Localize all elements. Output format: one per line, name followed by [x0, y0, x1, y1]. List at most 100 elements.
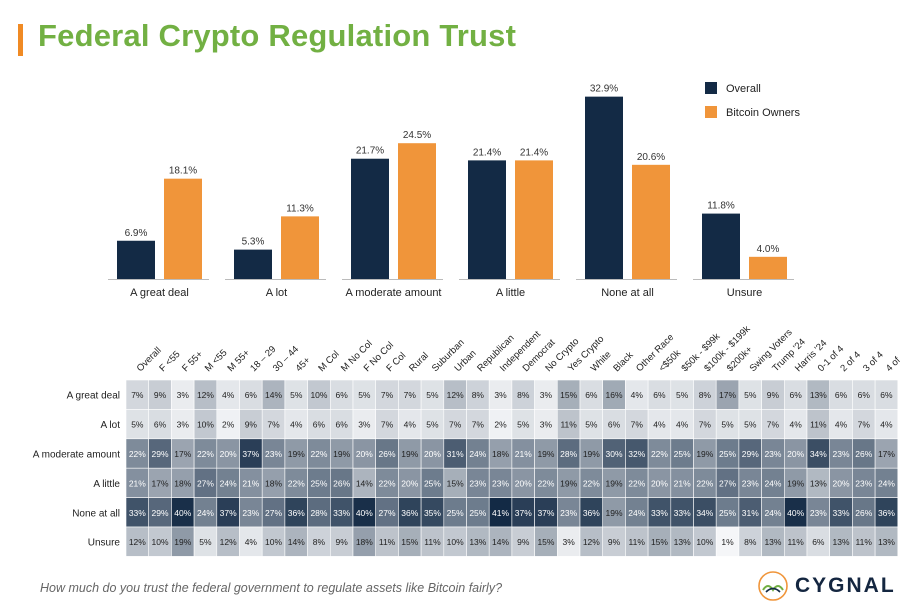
heat-cell-value: 24% [469, 449, 486, 459]
heat-cell-value: 7% [381, 420, 394, 430]
heat-cell-value: 10% [447, 537, 464, 547]
heat-cell-value: 4% [245, 537, 258, 547]
heat-cell-value: 28% [560, 449, 577, 459]
heat-cell-value: 6% [336, 390, 349, 400]
heat-cell-value: 19% [401, 449, 418, 459]
heat-cell-value: 6% [608, 420, 621, 430]
heat-cell-value: 19% [606, 508, 623, 518]
heat-cell-value: 3% [177, 420, 190, 430]
category-label: Unsure [727, 287, 762, 299]
row-label: A great deal [67, 391, 120, 402]
heat-cell-value: 29% [152, 449, 169, 459]
heat-cell-value: 18% [174, 478, 191, 488]
heat-cell-value: 2% [222, 420, 235, 430]
heat-cell-value: 11% [629, 537, 646, 547]
heat-cell-value: 5% [426, 420, 439, 430]
heat-cell-value: 33% [333, 508, 350, 518]
heat-cell-value: 8% [517, 390, 530, 400]
heat-cell-value: 25% [424, 478, 441, 488]
heat-cell-value: 22% [651, 449, 668, 459]
bar-value-label: 18.1% [169, 166, 197, 177]
heat-cell-value: 27% [265, 508, 282, 518]
heat-cell-value: 12% [129, 537, 146, 547]
heat-cell-value: 10% [310, 390, 327, 400]
heat-cell-value: 20% [424, 449, 441, 459]
heat-cell-value: 40% [356, 508, 373, 518]
heat-cell-value: 22% [379, 478, 396, 488]
bar-value-label: 20.6% [637, 152, 665, 163]
heat-cell-value: 9% [336, 537, 349, 547]
heat-cell-value: 4% [835, 420, 848, 430]
heat-cell-value: 5% [744, 420, 757, 430]
heat-cell-value: 23% [810, 508, 827, 518]
heat-cell-value: 34% [696, 508, 713, 518]
heat-cell-value: 5% [676, 390, 689, 400]
heat-cell-value: 14% [356, 478, 373, 488]
heat-cell-value: 14% [265, 390, 282, 400]
row-label: A moderate amount [33, 450, 120, 461]
heat-cell-value: 30% [606, 449, 623, 459]
bar-value-label: 4.0% [757, 244, 780, 255]
heat-cell-value: 5% [517, 420, 530, 430]
heat-cell-value: 4% [880, 420, 893, 430]
heat-cell-value: 22% [696, 478, 713, 488]
heat-cell-value: 36% [583, 508, 600, 518]
heat-cell-value: 22% [129, 449, 146, 459]
heat-cell-value: 20% [833, 478, 850, 488]
bar-bitcoin-owners [632, 164, 670, 279]
heat-cell-value: 23% [242, 508, 259, 518]
heat-cell-value: 35% [424, 508, 441, 518]
heat-cell-value: 11% [810, 420, 827, 430]
heat-cell-value: 4% [790, 420, 803, 430]
heat-cell-value: 5% [721, 420, 734, 430]
bar-value-label: 11.3% [286, 203, 314, 214]
bar-value-label: 32.9% [590, 84, 618, 95]
heat-cell-value: 26% [855, 449, 872, 459]
bar-value-label: 21.4% [473, 147, 501, 158]
heat-cell-value: 9% [154, 390, 167, 400]
heat-cell-value: 31% [447, 449, 464, 459]
heat-cell-value: 23% [764, 449, 781, 459]
logo-text: CYGNAL [795, 574, 896, 597]
column-header: M Col [316, 349, 341, 374]
heat-cell-value: 31% [742, 508, 759, 518]
heat-cell-value: 23% [492, 478, 509, 488]
heat-cell-value: 6% [313, 420, 326, 430]
heat-cell-value: 19% [787, 478, 804, 488]
heat-cell [874, 526, 899, 557]
heat-cell-value: 28% [310, 508, 327, 518]
legend-swatch [705, 82, 717, 94]
heat-cell-value: 27% [197, 478, 214, 488]
heat-cell-value: 14% [492, 537, 509, 547]
heat-cell-value: 5% [199, 537, 212, 547]
heat-cell-value: 7% [131, 390, 144, 400]
column-header: F 55+ [180, 349, 205, 374]
heat-cell-value: 7% [267, 420, 280, 430]
heat-cell-value: 15% [560, 390, 577, 400]
column-header: 4 of 4 [884, 350, 900, 375]
heat-cell-value: 21% [674, 478, 691, 488]
heat-cell-value: 19% [560, 478, 577, 488]
heat-cell-value: 8% [699, 390, 712, 400]
row-label: A lot [101, 420, 121, 431]
bar-bitcoin-owners [515, 160, 553, 279]
heat-cell-value: 23% [742, 478, 759, 488]
brand-logo: CYGNAL [757, 570, 894, 602]
heat-cell-value: 37% [515, 508, 532, 518]
heat-cell-value: 4% [222, 390, 235, 400]
heat-cell-value: 37% [220, 508, 237, 518]
heat-cell-value: 23% [469, 478, 486, 488]
heat-cell-value: 25% [447, 508, 464, 518]
heat-cell-value: 13% [764, 537, 781, 547]
bar-bitcoin-owners [281, 216, 319, 279]
heat-cell-value: 2% [494, 420, 507, 430]
cygnal-swan-logo-icon [758, 571, 788, 601]
heat-cell-value: 19% [583, 449, 600, 459]
category-label: A moderate amount [345, 287, 441, 299]
bar-value-label: 21.4% [520, 147, 548, 158]
heat-cell-value: 10% [152, 537, 169, 547]
heat-cell-value: 7% [631, 420, 644, 430]
heat-cell-value: 33% [674, 508, 691, 518]
heat-cell-value: 23% [855, 478, 872, 488]
heat-cell-value: 25% [719, 508, 736, 518]
